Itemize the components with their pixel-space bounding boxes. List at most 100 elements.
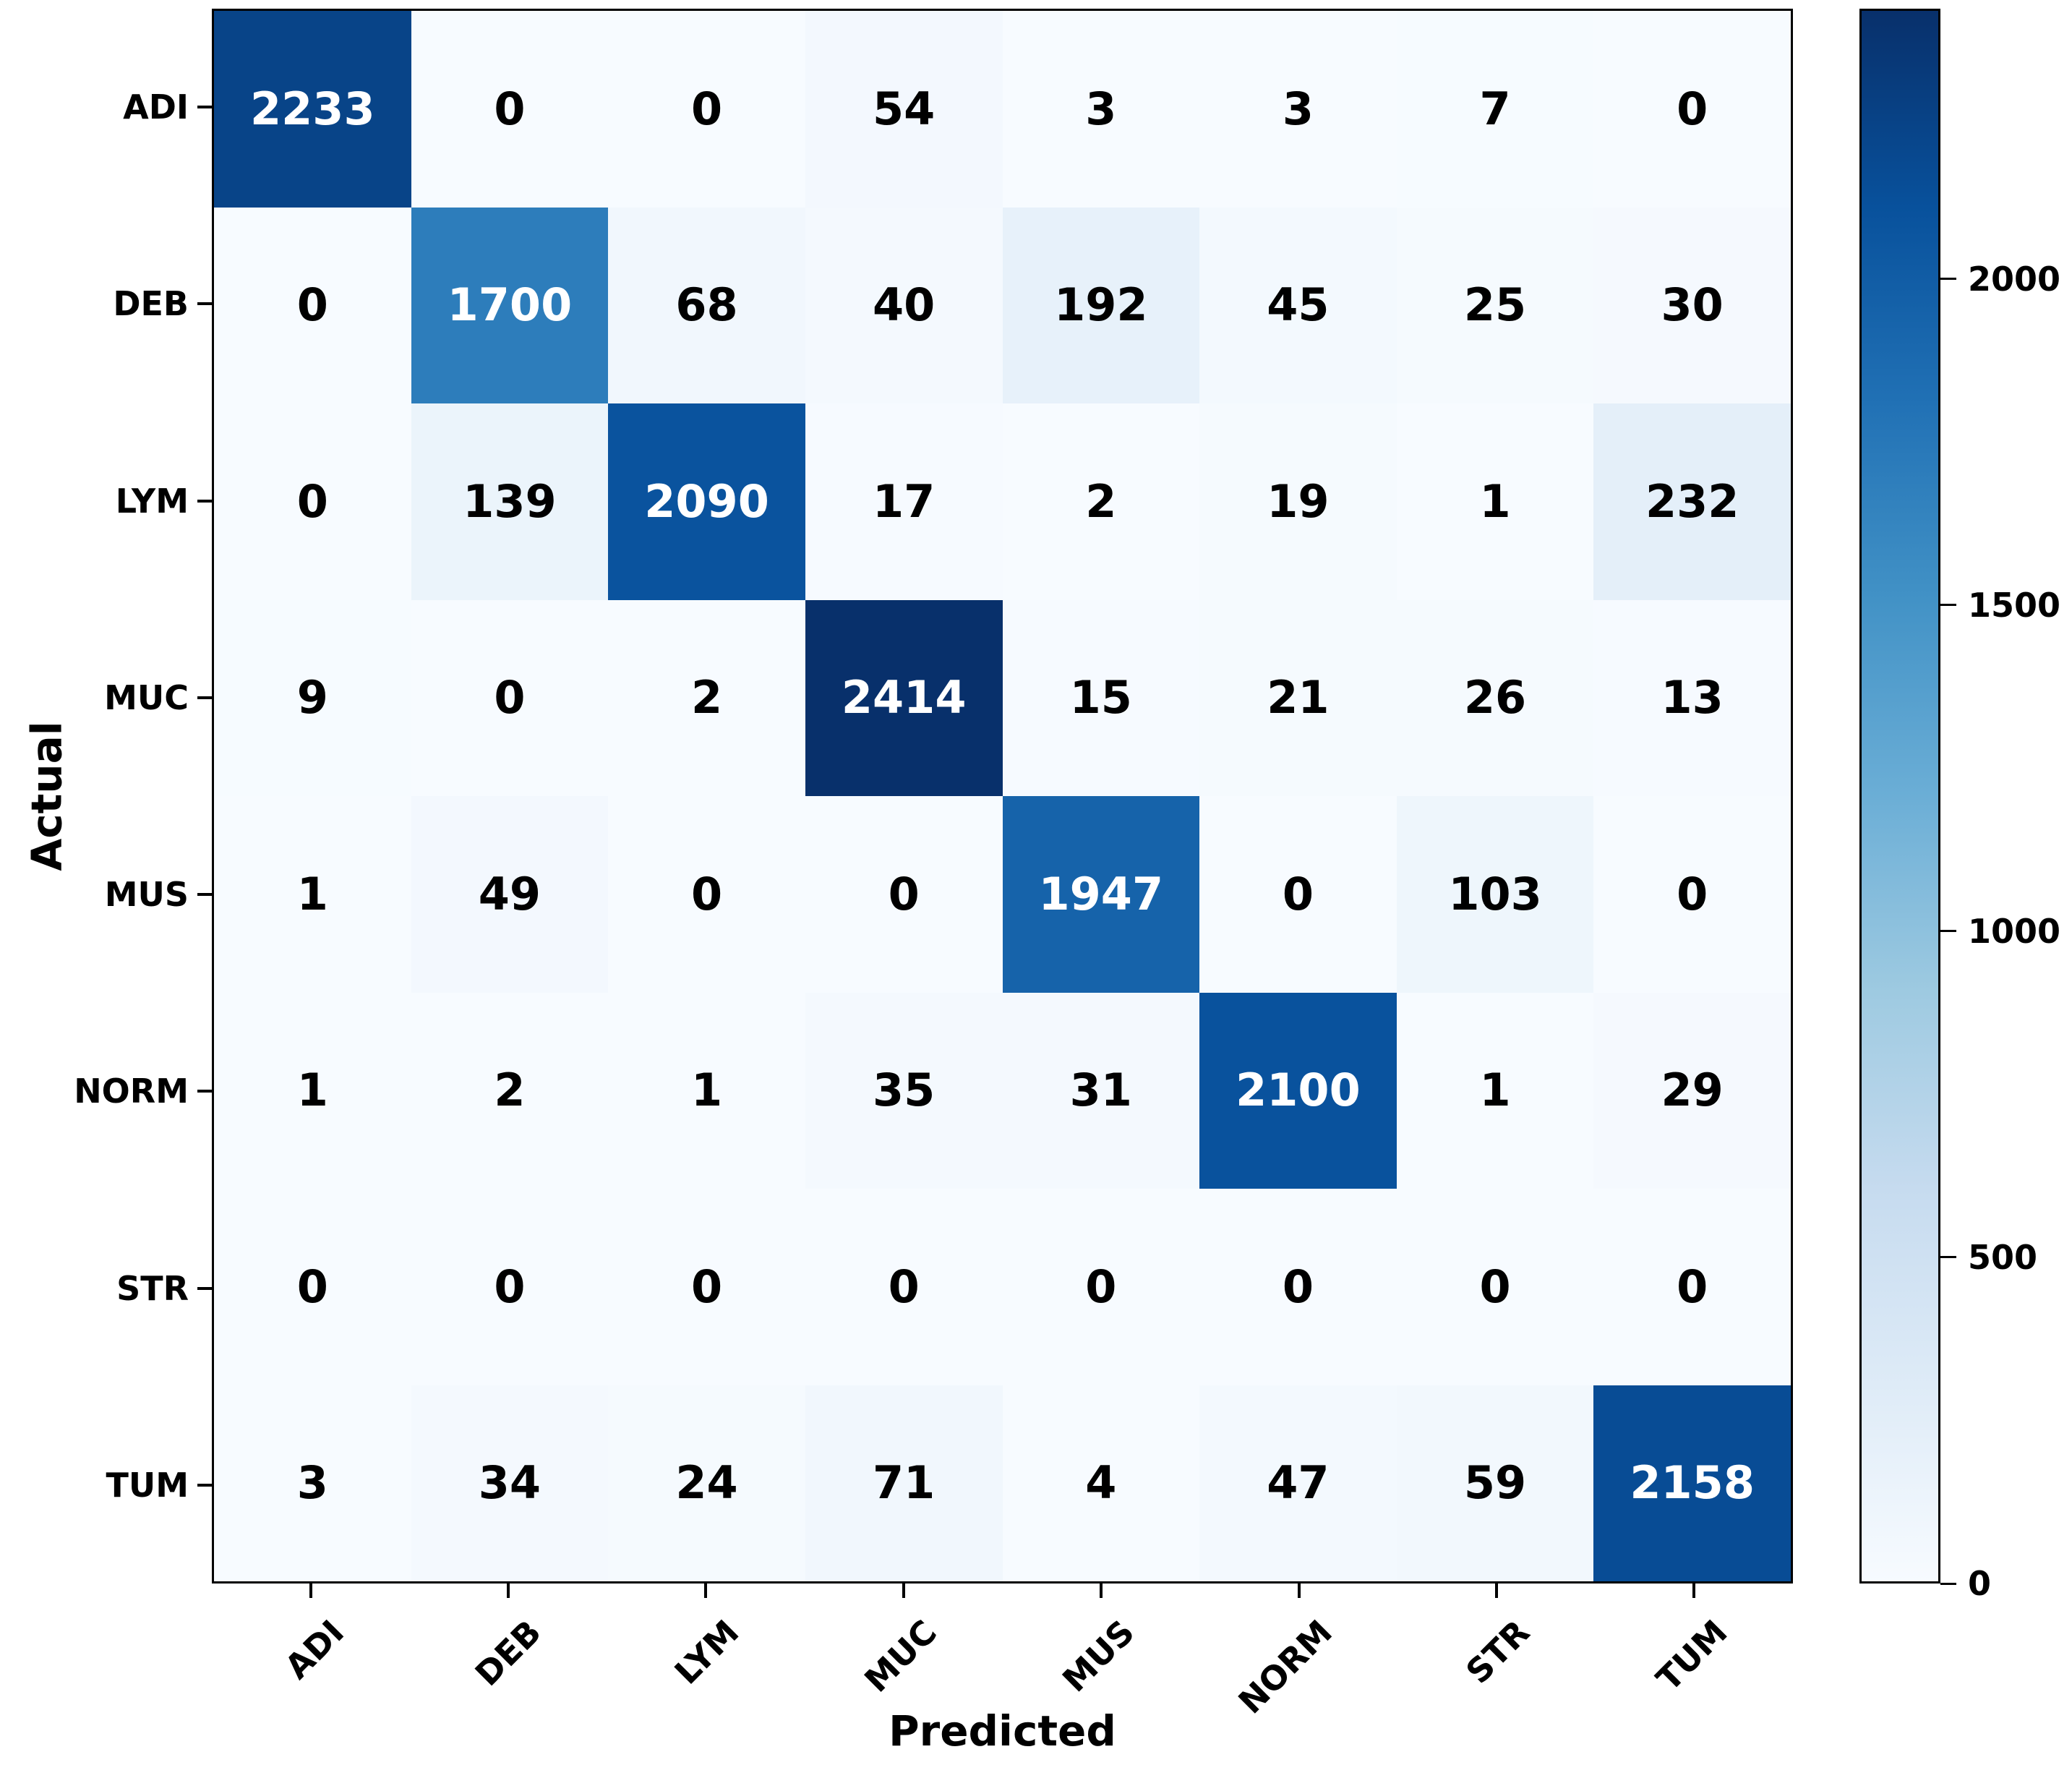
matrix-cell: 15 xyxy=(1002,599,1200,796)
matrix-cell-value: 1 xyxy=(690,1064,723,1117)
matrix-cell: 0 xyxy=(1593,796,1791,993)
matrix-cell: 1 xyxy=(1396,992,1594,1189)
matrix-cell-value: 1 xyxy=(296,1064,328,1117)
matrix-cell-value: 0 xyxy=(690,867,723,920)
matrix-cell-value: 232 xyxy=(1645,474,1739,528)
matrix-cell-value: 71 xyxy=(873,1456,936,1510)
matrix-cell-value: 54 xyxy=(873,82,936,135)
y-axis-tick-mark xyxy=(197,1090,212,1093)
colorbar xyxy=(1859,9,1940,1583)
matrix-cell-value: 30 xyxy=(1661,278,1724,332)
matrix-cell-value: 2 xyxy=(690,671,723,725)
matrix-cell-value: 1 xyxy=(296,867,328,920)
matrix-cell-value: 0 xyxy=(494,82,526,135)
matrix-cell: 7 xyxy=(1396,11,1594,208)
matrix-cell-value: 103 xyxy=(1448,867,1542,920)
matrix-cell: 2 xyxy=(1002,403,1200,600)
matrix-cell-value: 0 xyxy=(296,278,328,332)
matrix-cell: 2158 xyxy=(1593,1385,1791,1581)
y-axis-tick-mark xyxy=(197,1483,212,1487)
matrix-cell-value: 0 xyxy=(1479,1260,1511,1313)
matrix-cell: 0 xyxy=(1396,1189,1594,1385)
matrix-cell: 2100 xyxy=(1199,992,1397,1189)
matrix-cell: 9 xyxy=(214,599,411,796)
matrix-cell-value: 3 xyxy=(296,1456,328,1510)
matrix-cell-value: 0 xyxy=(494,671,526,725)
y-axis-tick-mark xyxy=(197,106,212,109)
colorbar-tick-label: 0 xyxy=(1968,1564,1992,1603)
matrix-cell-value: 40 xyxy=(873,278,936,332)
x-axis-tick-mark xyxy=(704,1583,708,1598)
matrix-cell: 192 xyxy=(1002,207,1200,403)
matrix-cell: 0 xyxy=(1593,1189,1791,1385)
x-axis-tick-mark xyxy=(1692,1583,1696,1598)
y-axis-tick-label: MUC xyxy=(104,678,189,717)
x-axis-tick-label-text: MUS xyxy=(1054,1612,1142,1700)
matrix-cell-value: 2158 xyxy=(1630,1456,1755,1510)
x-axis-tick-label-text: NORM xyxy=(1230,1612,1340,1722)
matrix-cell: 1 xyxy=(608,992,805,1189)
x-axis-tick-label-text: LYM xyxy=(667,1612,747,1692)
matrix-cell: 232 xyxy=(1593,403,1791,600)
matrix-cell-value: 2100 xyxy=(1236,1064,1361,1117)
x-axis-label: Predicted xyxy=(889,1706,1116,1756)
matrix-cell: 30 xyxy=(1593,207,1791,403)
matrix-cell-value: 0 xyxy=(690,82,723,135)
matrix-cell-value: 31 xyxy=(1069,1064,1132,1117)
colorbar-tick-mark xyxy=(1940,604,1956,607)
matrix-cell: 1 xyxy=(1396,403,1594,600)
matrix-cell-value: 0 xyxy=(888,1260,920,1313)
matrix-cell: 40 xyxy=(805,207,1003,403)
matrix-cell: 0 xyxy=(608,796,805,993)
matrix-cell: 0 xyxy=(214,403,411,600)
matrix-cell: 17 xyxy=(805,403,1003,600)
matrix-cell-value: 19 xyxy=(1267,474,1330,528)
matrix-cell-value: 0 xyxy=(1282,867,1314,920)
matrix-cell: 0 xyxy=(1199,796,1397,993)
matrix-cell: 3 xyxy=(214,1385,411,1581)
matrix-cell-value: 17 xyxy=(873,474,936,528)
matrix-cell-value: 1 xyxy=(1479,474,1511,528)
colorbar-tick-mark xyxy=(1940,1256,1956,1259)
matrix-cell: 0 xyxy=(608,1189,805,1385)
matrix-cell-value: 26 xyxy=(1463,671,1527,725)
y-axis-tick-label: NORM xyxy=(74,1072,189,1111)
matrix-cell: 2414 xyxy=(805,599,1003,796)
matrix-cell-value: 7 xyxy=(1479,82,1511,135)
matrix-cell: 45 xyxy=(1199,207,1397,403)
x-axis-tick-label-text: MUC xyxy=(857,1612,944,1700)
matrix-cell-value: 13 xyxy=(1661,671,1724,725)
matrix-cell: 0 xyxy=(1199,1189,1397,1385)
matrix-cell-value: 25 xyxy=(1463,278,1527,332)
matrix-cell: 1700 xyxy=(411,207,609,403)
matrix-cell: 0 xyxy=(805,1189,1003,1385)
matrix-cell: 139 xyxy=(411,403,609,600)
matrix-cell: 19 xyxy=(1199,403,1397,600)
matrix-cell: 2 xyxy=(411,992,609,1189)
matrix-cell-value: 0 xyxy=(1677,82,1708,135)
matrix-cell-value: 68 xyxy=(675,278,738,332)
matrix-cell: 71 xyxy=(805,1385,1003,1581)
matrix-cell-value: 139 xyxy=(463,474,557,528)
matrix-cell-value: 49 xyxy=(478,867,541,920)
matrix-cell: 29 xyxy=(1593,992,1791,1189)
colorbar-tick-mark xyxy=(1940,930,1956,933)
matrix-cell: 1947 xyxy=(1002,796,1200,993)
y-axis-tick-mark xyxy=(197,696,212,699)
x-axis-tick-mark xyxy=(309,1583,312,1598)
matrix-cell-value: 21 xyxy=(1267,671,1330,725)
matrix-cell: 34 xyxy=(411,1385,609,1581)
matrix-cell-value: 45 xyxy=(1267,278,1330,332)
matrix-cell: 21 xyxy=(1199,599,1397,796)
matrix-cell: 0 xyxy=(1002,1189,1200,1385)
y-axis-tick-label: STR xyxy=(116,1268,189,1308)
matrix-cell-value: 3 xyxy=(1282,82,1314,135)
matrix-cell: 24 xyxy=(608,1385,805,1581)
matrix-cell-value: 0 xyxy=(296,474,328,528)
matrix-cell-value: 47 xyxy=(1267,1456,1330,1510)
y-axis-tick-label: DEB xyxy=(113,284,189,324)
matrix-cell: 0 xyxy=(608,11,805,208)
x-axis-tick-label-text: STR xyxy=(1458,1612,1538,1691)
matrix-cell: 4 xyxy=(1002,1385,1200,1581)
y-axis-tick-mark xyxy=(197,302,212,306)
